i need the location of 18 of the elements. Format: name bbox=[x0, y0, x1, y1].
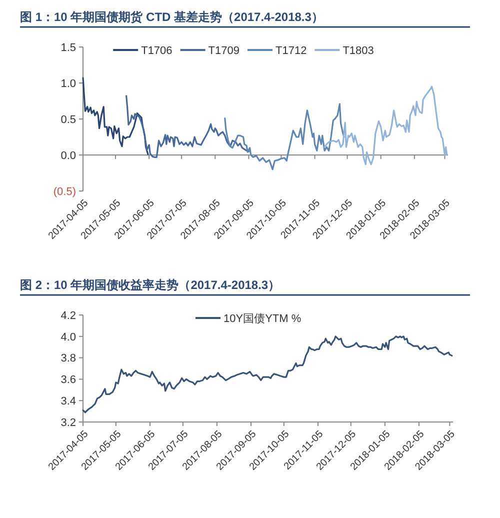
legend-label: T1706 bbox=[141, 44, 172, 57]
y-tick-label: 0.0 bbox=[60, 150, 76, 162]
legend-label: 10Y国债YTM % bbox=[224, 312, 302, 325]
chart-title: 图 2：10 年期国债收益率走势（2017.4-2018.3） bbox=[20, 278, 280, 292]
y-tick-label: (0.5) bbox=[53, 186, 76, 198]
legend-label: T1712 bbox=[276, 44, 307, 57]
y-tick-label: 3.2 bbox=[60, 416, 76, 429]
y-tick-label: 0.5 bbox=[60, 114, 76, 126]
y-tick-label: 4.0 bbox=[60, 331, 76, 344]
y-tick-label: 3.8 bbox=[60, 352, 76, 365]
y-tick-label: 3.4 bbox=[60, 395, 76, 408]
chart-title: 图 1：10 年期国债期货 CTD 基差走势（2017.4-2018.3） bbox=[20, 10, 324, 24]
y-tick-label: 3.6 bbox=[60, 374, 76, 386]
y-tick-label: 4.2 bbox=[60, 310, 76, 322]
legend-label: T1709 bbox=[208, 44, 240, 57]
y-tick-label: 1.5 bbox=[60, 42, 76, 54]
legend-label: T1803 bbox=[342, 44, 374, 57]
y-tick-label: 1.0 bbox=[60, 78, 76, 90]
